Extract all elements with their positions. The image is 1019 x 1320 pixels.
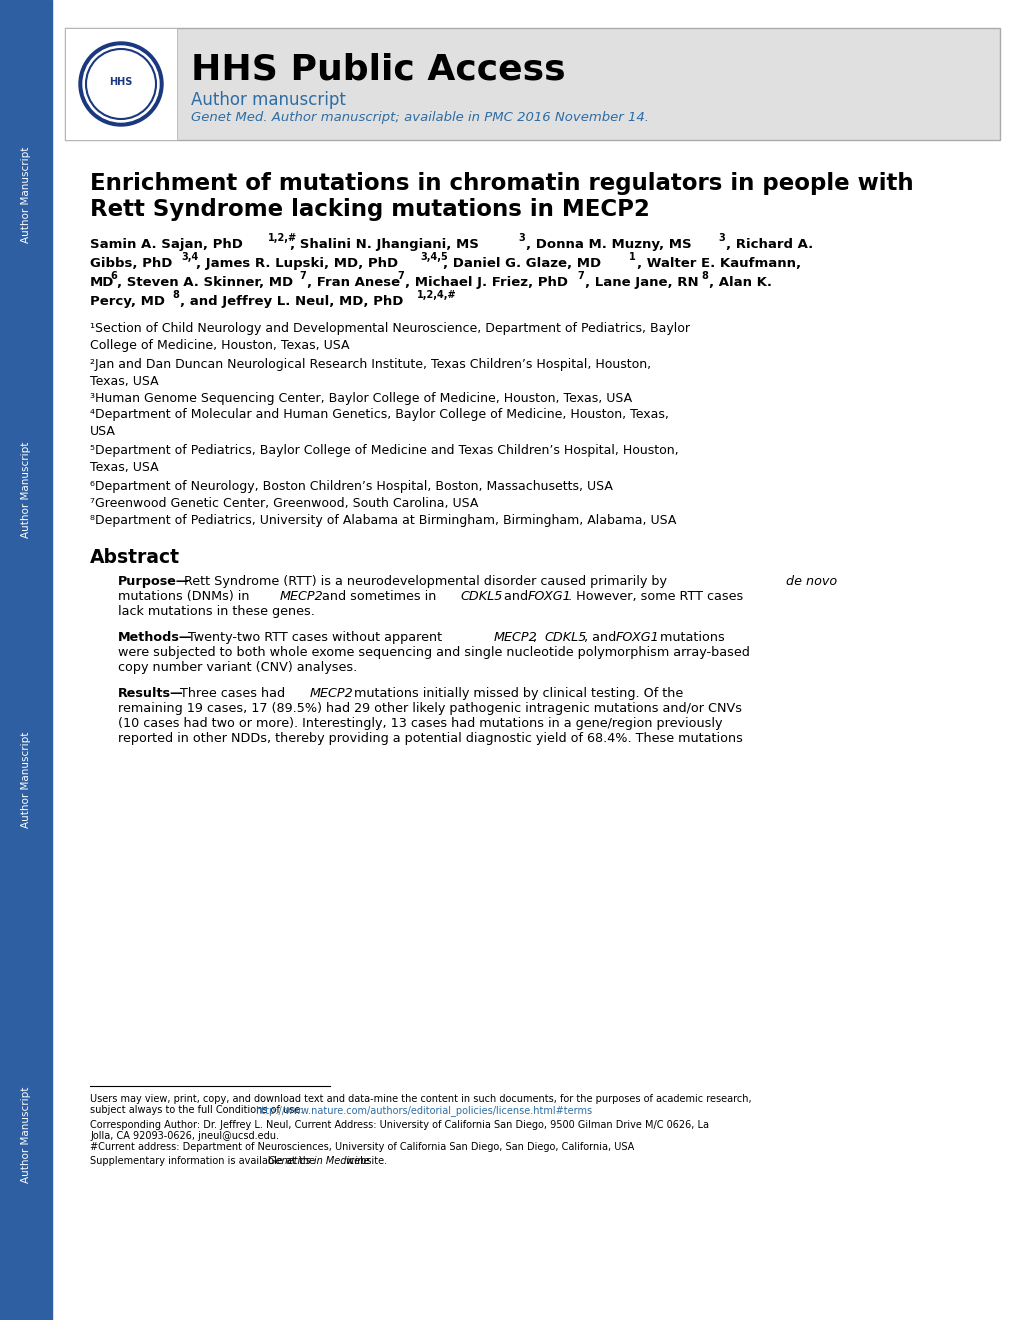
Text: ¹Section of Child Neurology and Developmental Neuroscience, Department of Pediat: ¹Section of Child Neurology and Developm… [90,322,689,352]
Text: ⁵Department of Pediatrics, Baylor College of Medicine and Texas Children’s Hospi: ⁵Department of Pediatrics, Baylor Colleg… [90,444,678,474]
Text: #Current address: Department of Neurosciences, University of California San Dieg: #Current address: Department of Neurosci… [90,1142,634,1152]
Text: 1: 1 [629,252,635,261]
Text: Methods—: Methods— [118,631,193,644]
Text: Abstract: Abstract [90,548,179,568]
Circle shape [78,42,163,125]
Text: Genetics in Medicine: Genetics in Medicine [268,1156,369,1166]
Circle shape [83,46,159,121]
Text: and sometimes in: and sometimes in [318,590,440,603]
Text: Users may view, print, copy, and download text and data-mine the content in such: Users may view, print, copy, and downloa… [90,1094,751,1104]
Text: , and Jeffrey L. Neul, MD, PhD: , and Jeffrey L. Neul, MD, PhD [179,294,403,308]
Text: 8: 8 [700,271,707,281]
Text: FOXG1: FOXG1 [528,590,572,603]
Text: Enrichment of mutations in chromatin regulators in people with: Enrichment of mutations in chromatin reg… [90,172,913,195]
Text: CDKL5: CDKL5 [543,631,586,644]
Text: mutations (DNMs) in: mutations (DNMs) in [118,590,254,603]
Bar [65,28,999,140]
Text: , Richard A.: , Richard A. [726,238,812,251]
Text: 7: 7 [299,271,306,281]
Text: ⁷Greenwood Genetic Center, Greenwood, South Carolina, USA: ⁷Greenwood Genetic Center, Greenwood, So… [90,498,478,510]
Text: , Michael J. Friez, PhD: , Michael J. Friez, PhD [405,276,568,289]
Text: (10 cases had two or more). Interestingly, 13 cases had mutations in a gene/regi: (10 cases had two or more). Interestingl… [118,717,721,730]
Text: Corresponding Author: Dr. Jeffrey L. Neul, Current Address: University of Califo: Corresponding Author: Dr. Jeffrey L. Neu… [90,1119,708,1130]
Text: Genet Med. Author manuscript; available in PMC 2016 November 14.: Genet Med. Author manuscript; available … [191,111,648,124]
Text: Twenty-two RTT cases without apparent: Twenty-two RTT cases without apparent [187,631,445,644]
Text: 1,2,4,#: 1,2,4,# [417,290,457,300]
Text: Author Manuscript: Author Manuscript [21,442,31,539]
Text: Author Manuscript: Author Manuscript [21,1086,31,1183]
Text: subject always to the full Conditions of use:: subject always to the full Conditions of… [90,1105,304,1115]
Text: MECP2: MECP2 [493,631,537,644]
Text: ²Jan and Dan Duncan Neurological Research Institute, Texas Children’s Hospital, : ²Jan and Dan Duncan Neurological Researc… [90,358,650,388]
Text: copy number variant (CNV) analyses.: copy number variant (CNV) analyses. [118,661,357,675]
Text: 3,4,5: 3,4,5 [420,252,447,261]
Text: Gibbs, PhD: Gibbs, PhD [90,257,172,271]
Text: CDKL5: CDKL5 [460,590,502,603]
Text: http://www.nature.com/authors/editorial_policies/license.html#terms: http://www.nature.com/authors/editorial_… [255,1105,592,1115]
Text: 1,2,#: 1,2,# [268,234,297,243]
Text: ⁸Department of Pediatrics, University of Alabama at Birmingham, Birmingham, Alab: ⁸Department of Pediatrics, University of… [90,513,676,527]
Text: HHS Public Access: HHS Public Access [191,53,566,87]
Bar [65,28,177,140]
Text: Three cases had: Three cases had [179,686,288,700]
Text: Jolla, CA 92093-0626, jneul@ucsd.edu.: Jolla, CA 92093-0626, jneul@ucsd.edu. [90,1131,279,1140]
Text: lack mutations in these genes.: lack mutations in these genes. [118,605,315,618]
Text: , Daniel G. Glaze, MD: , Daniel G. Glaze, MD [442,257,600,271]
Text: , Lane Jane, RN: , Lane Jane, RN [585,276,698,289]
Text: remaining 19 cases, 17 (89.5%) had 29 other likely pathogenic intragenic mutatio: remaining 19 cases, 17 (89.5%) had 29 ot… [118,702,741,715]
Text: ⁶Department of Neurology, Boston Children’s Hospital, Boston, Massachusetts, USA: ⁶Department of Neurology, Boston Childre… [90,480,612,492]
Text: Author Manuscript: Author Manuscript [21,147,31,243]
Text: , Shalini N. Jhangiani, MS: , Shalini N. Jhangiani, MS [289,238,478,251]
Text: , Walter E. Kaufmann,: , Walter E. Kaufmann, [637,257,800,271]
Text: MD: MD [90,276,114,289]
Text: de novo: de novo [786,576,837,587]
Text: 8: 8 [172,290,178,300]
Text: 3,4: 3,4 [180,252,198,261]
Text: reported in other NDDs, thereby providing a potential diagnostic yield of 68.4%.: reported in other NDDs, thereby providin… [118,733,742,744]
Text: website.: website. [342,1156,387,1166]
Bar [0,0,52,1320]
Text: . However, some RTT cases: . However, some RTT cases [568,590,743,603]
Text: , Alan K.: , Alan K. [708,276,771,289]
Text: , Steven A. Skinner, MD: , Steven A. Skinner, MD [117,276,292,289]
Text: Percy, MD: Percy, MD [90,294,165,308]
Text: Results—: Results— [118,686,183,700]
Text: HHS: HHS [109,77,132,87]
Text: FOXG1: FOXG1 [615,631,659,644]
Text: , James R. Lupski, MD, PhD: , James R. Lupski, MD, PhD [196,257,397,271]
Text: ³Human Genome Sequencing Center, Baylor College of Medicine, Houston, Texas, USA: ³Human Genome Sequencing Center, Baylor … [90,392,632,405]
Text: 6: 6 [110,271,116,281]
Text: ,: , [533,631,541,644]
Text: Supplementary information is available at the: Supplementary information is available a… [90,1156,318,1166]
Text: Author manuscript: Author manuscript [191,91,345,110]
Text: Samin A. Sajan, PhD: Samin A. Sajan, PhD [90,238,243,251]
Text: Rett Syndrome (RTT) is a neurodevelopmental disorder caused primarily by: Rett Syndrome (RTT) is a neurodevelopmen… [183,576,671,587]
Text: were subjected to both whole exome sequencing and single nucleotide polymorphism: were subjected to both whole exome seque… [118,645,749,659]
Text: , and: , and [584,631,620,644]
Text: and: and [499,590,532,603]
Text: mutations: mutations [655,631,725,644]
Text: ⁴Department of Molecular and Human Genetics, Baylor College of Medicine, Houston: ⁴Department of Molecular and Human Genet… [90,408,668,438]
Text: MECP2: MECP2 [280,590,323,603]
Text: Author Manuscript: Author Manuscript [21,731,31,828]
Text: 7: 7 [577,271,583,281]
Text: Purpose—: Purpose— [118,576,190,587]
Text: mutations initially missed by clinical testing. Of the: mutations initially missed by clinical t… [350,686,683,700]
Text: MECP2: MECP2 [310,686,354,700]
Text: 3: 3 [717,234,725,243]
Text: 3: 3 [518,234,524,243]
Text: , Fran Anese: , Fran Anese [307,276,399,289]
Text: 7: 7 [396,271,404,281]
Text: , Donna M. Muzny, MS: , Donna M. Muzny, MS [526,238,691,251]
Text: Rett Syndrome lacking mutations in MECP2: Rett Syndrome lacking mutations in MECP2 [90,198,649,220]
